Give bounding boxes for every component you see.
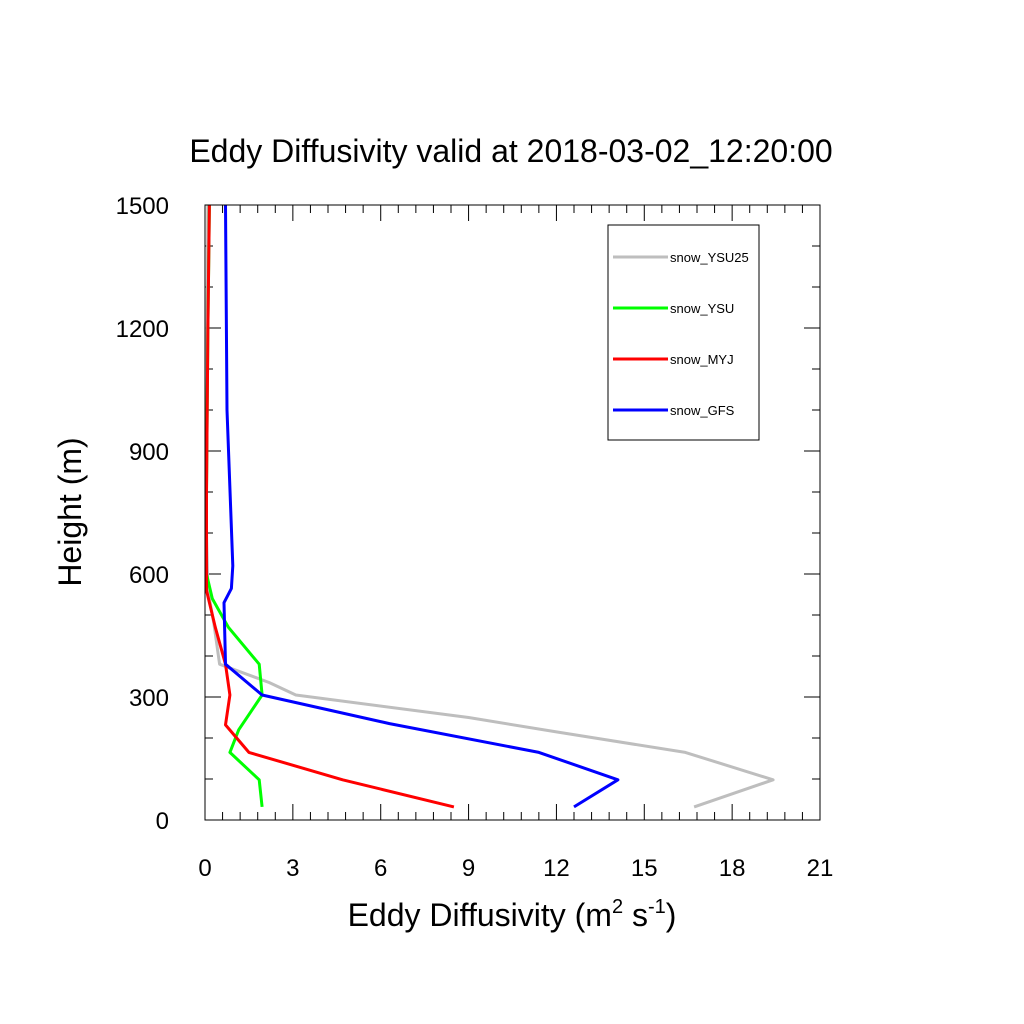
x-tick-label: 15 xyxy=(631,855,658,882)
y-tick-label: 900 xyxy=(129,439,169,466)
x-tick-label: 0 xyxy=(198,855,211,882)
x-tick-label: 3 xyxy=(286,855,299,882)
legend-label: snow_YSU25 xyxy=(670,250,749,265)
series-line-snow_YSU xyxy=(205,204,264,808)
series-line-snow_GFS xyxy=(222,204,620,809)
legend-label: snow_MYJ xyxy=(670,352,734,367)
x-tick-label: 9 xyxy=(462,855,475,882)
y-tick-label: 1500 xyxy=(116,193,169,220)
y-tick-label: 0 xyxy=(156,808,169,835)
series-layer xyxy=(205,204,775,809)
y-tick-label: 300 xyxy=(129,685,169,712)
y-tick-labels: 0 300 600 900 1200 1500 xyxy=(116,193,169,835)
x-tick-label: 21 xyxy=(807,855,834,882)
chart-title: Eddy Diffusivity valid at 2018-03-02_12:… xyxy=(189,133,832,169)
plot-frame xyxy=(204,204,821,821)
x-tick-label: 18 xyxy=(719,855,746,882)
y-tick-label: 1200 xyxy=(116,316,169,343)
x-tick-label: 12 xyxy=(543,855,570,882)
x-axis-label: Eddy Diffusivity (m2 s-1) xyxy=(348,896,677,933)
x-tick-labels: 0 3 6 9 12 15 18 21 xyxy=(198,855,833,882)
x-tick-label: 6 xyxy=(374,855,387,882)
legend-label: snow_YSU xyxy=(670,301,734,316)
legend-box xyxy=(607,224,760,441)
legend-label: snow_GFS xyxy=(670,403,735,418)
y-tick-label: 600 xyxy=(129,562,169,589)
legend: snow_YSU25 snow_YSU snow_MYJ snow_GFS xyxy=(607,224,760,441)
series-line-snow_MYJ xyxy=(205,204,455,809)
y-axis-label: Height (m) xyxy=(52,437,88,586)
